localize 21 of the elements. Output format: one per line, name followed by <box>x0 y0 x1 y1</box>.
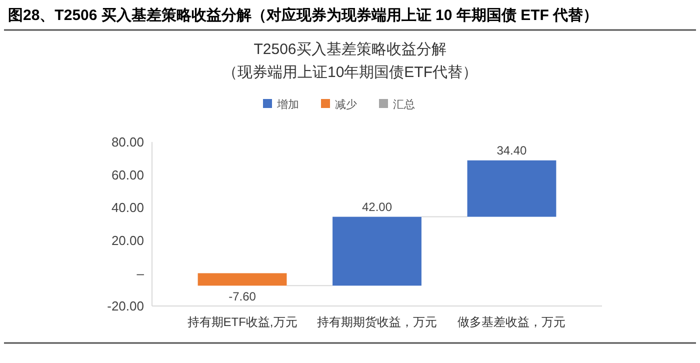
y-tick-label: -20.00 <box>107 298 144 314</box>
y-tick-label: 60.00 <box>111 167 144 182</box>
chart-title: 图28、T2506 买入基差策略收益分解（对应现券为现券端用上证 10 年期国债 ETF 代替） <box>8 6 598 24</box>
legend-label: 汇总 <box>393 98 415 111</box>
data-label: -7.60 <box>228 290 256 304</box>
chart-subtitle: T2506买入基差策略收益分解 <box>254 41 446 58</box>
bar <box>467 160 556 217</box>
x-tick-label: 持有期期货收益，万元 <box>317 315 437 329</box>
bar <box>332 216 422 286</box>
x-tick-label: 做多基差收益，万元 <box>458 315 566 329</box>
x-tick-label: 持有期ETF收益,万元 <box>187 315 298 329</box>
y-tick-label: 20.00 <box>111 232 144 248</box>
data-label: 42.00 <box>362 200 392 214</box>
y-tick-label: 80.00 <box>111 134 144 150</box>
text: （现券端用上证10年期国债ETF代替） <box>222 64 478 81</box>
legend-label: 减少 <box>335 98 357 111</box>
bar <box>198 273 287 286</box>
legend-label: 增加 <box>276 98 299 111</box>
y-tick-label: – <box>136 266 145 281</box>
y-tick-label: 40.00 <box>111 200 144 216</box>
data-label: 34.40 <box>496 143 528 158</box>
